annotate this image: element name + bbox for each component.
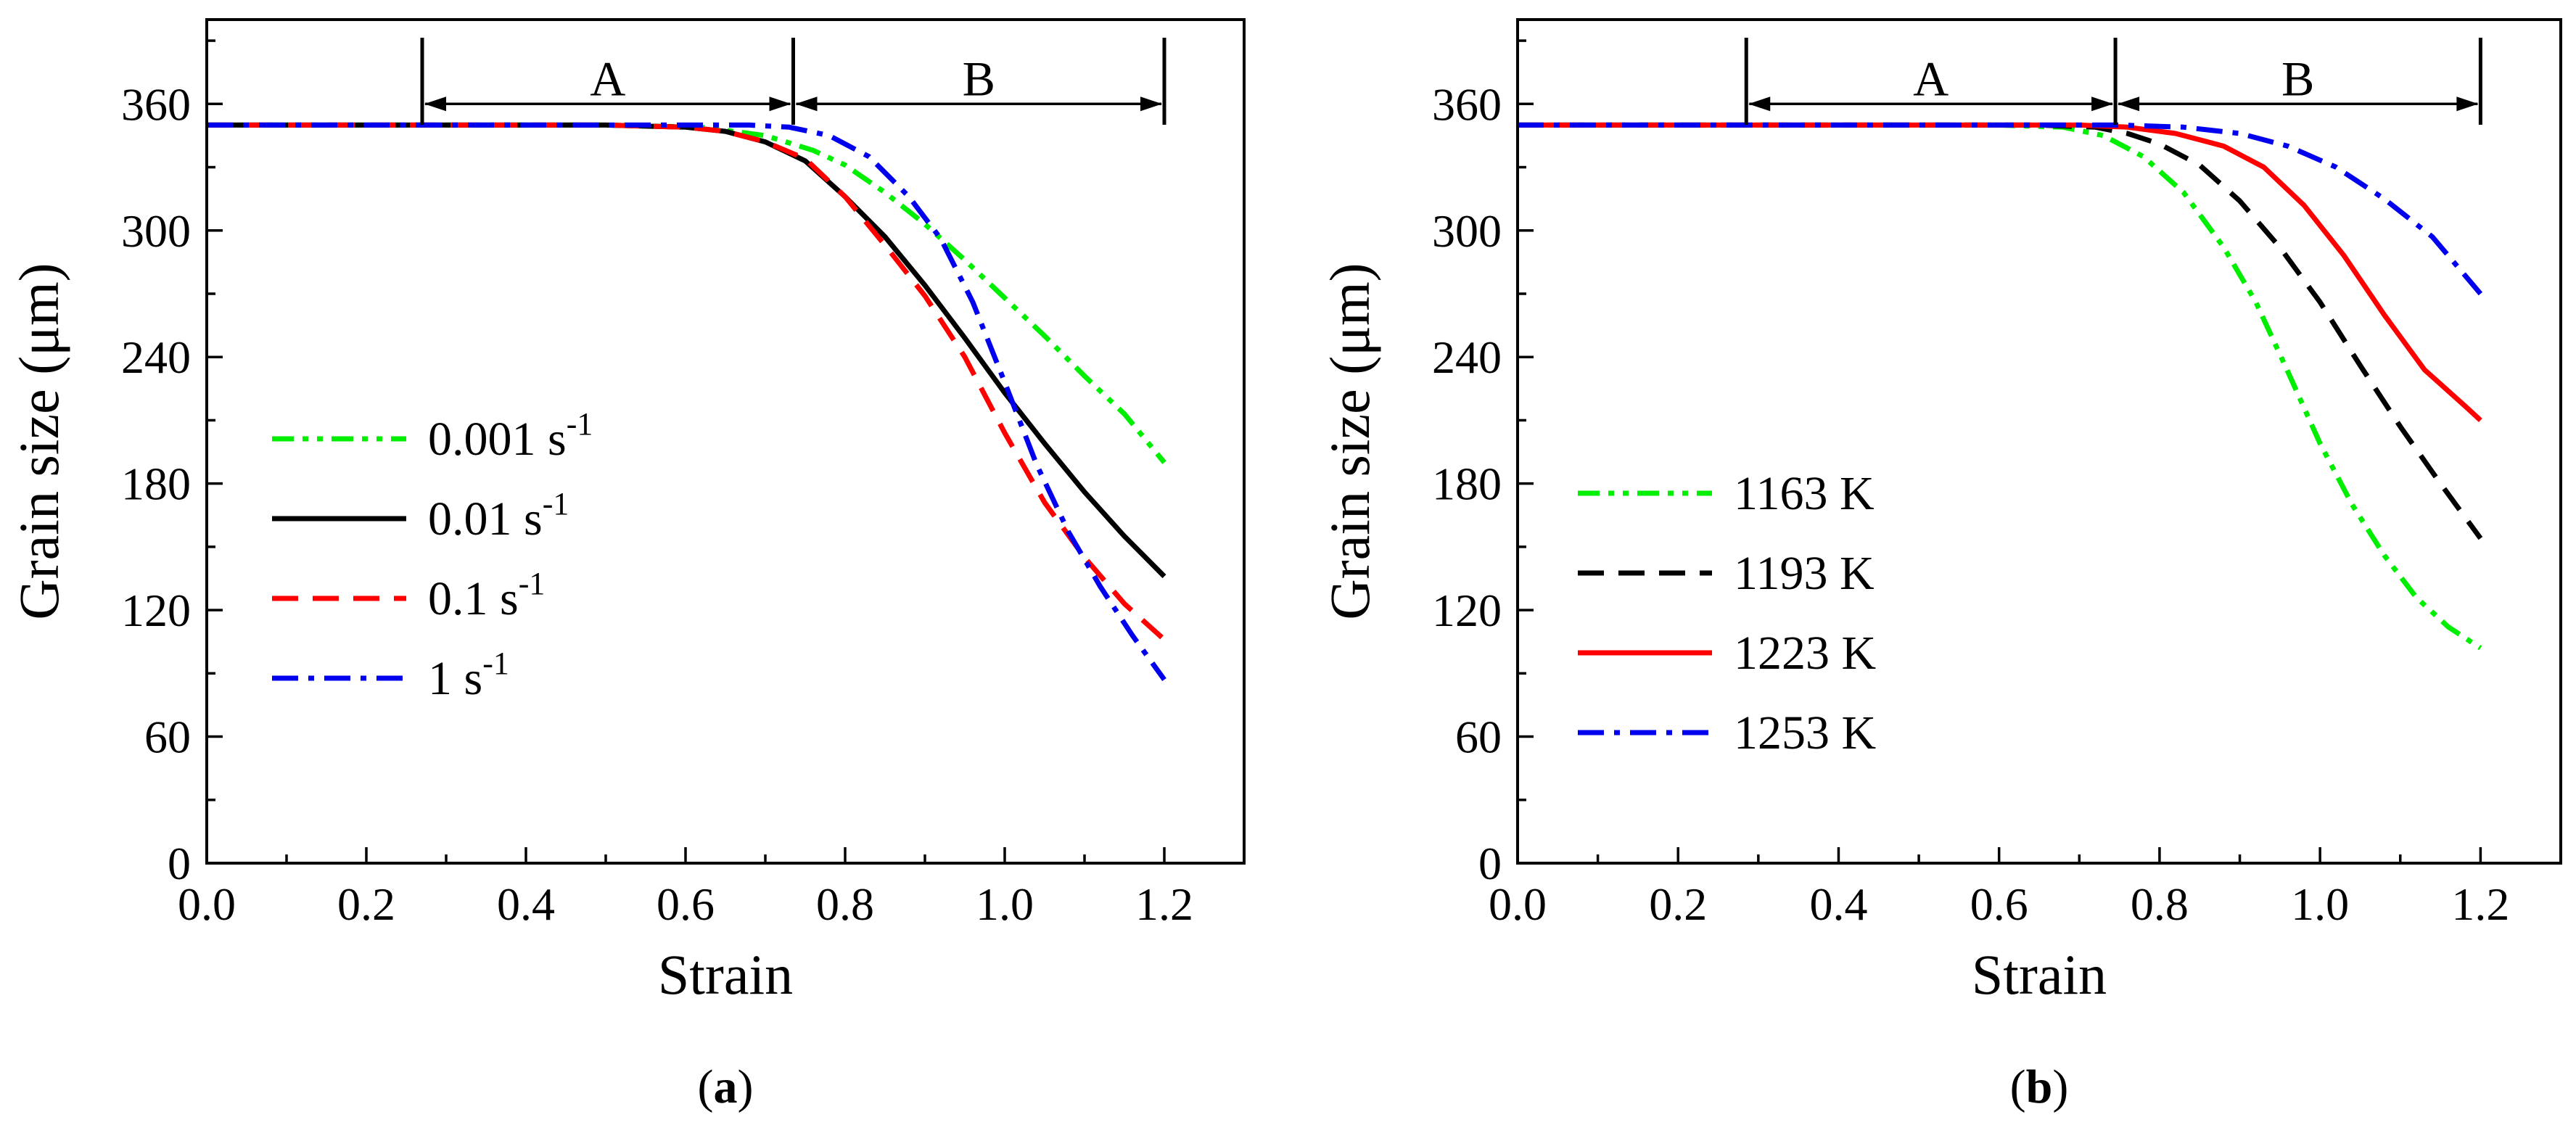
panel-a-y-axis-label: Grain size (μm) (7, 263, 70, 619)
panel-a-series-line-2 (207, 122, 1166, 579)
panel-b-series-line-1 (1518, 122, 2482, 651)
y-tick-label: 120 (1432, 585, 1502, 636)
segment-arrowhead-left (795, 96, 818, 112)
x-tick-label: 1.0 (976, 878, 1034, 930)
legend-label-1: 1163 K (1734, 467, 1875, 520)
legend-label-4: 1 s-1 (428, 646, 509, 705)
panel-a-series-line-4 (207, 122, 1166, 682)
y-tick-label: 180 (121, 458, 191, 510)
legend-label-3: 0.1 s-1 (428, 566, 545, 625)
x-tick-label: 0.4 (1809, 878, 1867, 930)
panel-b-series-line-2 (1518, 122, 2483, 540)
x-tick-label: 0.6 (657, 878, 715, 930)
y-tick-label: 60 (144, 712, 191, 763)
segment-label-a: A (590, 51, 625, 106)
x-tick-label: 0.2 (337, 878, 395, 930)
x-tick-label: 0.6 (1970, 878, 2028, 930)
y-tick-label: 60 (1455, 712, 1502, 763)
x-tick-label: 1.0 (2291, 878, 2349, 930)
y-tick-label: 300 (1432, 205, 1502, 257)
x-tick-label: 0.8 (816, 878, 874, 930)
y-tick-label: 0 (1478, 838, 1502, 889)
x-tick-label: 0.4 (497, 878, 555, 930)
panel-b-series-line-3 (1518, 122, 2482, 422)
panel-a-caption-label: (a) (698, 1060, 754, 1113)
panel-b-plot-frame (1516, 18, 2562, 865)
x-tick-label: 0.2 (1649, 878, 1707, 930)
legend-label-2: 0.01 s-1 (428, 486, 569, 545)
panel-b-x-axis-label: Strain (1972, 943, 2107, 1006)
y-tick-label: 0 (168, 838, 191, 889)
panel-a-series-line-3 (207, 122, 1166, 642)
panel-a-x-axis-label: Strain (658, 943, 793, 1006)
segment-arrowhead-right (1140, 96, 1162, 112)
panel-a: 0.0 0.2 0.4 0.6 0.8 1.0 1.2060120180240300360 … (7, 18, 1246, 1113)
x-tick-label: 0.0 (1489, 878, 1547, 930)
segment-label-a: A (1913, 51, 1949, 106)
y-tick-label: 360 (1432, 78, 1502, 130)
legend-label-4: 1253 K (1734, 706, 1876, 759)
panel-b-series-lines (1518, 122, 2483, 651)
segment-arrowhead-left (424, 96, 446, 112)
segment-arrowhead-left (2118, 96, 2140, 112)
segment-arrowhead-right (769, 96, 791, 112)
y-tick-label: 360 (121, 78, 191, 130)
y-tick-label: 300 (121, 205, 191, 257)
legend-label-3: 1223 K (1734, 627, 1876, 680)
x-tick-label: 1.2 (2451, 878, 2509, 930)
y-tick-label: 180 (1432, 458, 1502, 510)
segment-arrowhead-right (2091, 96, 2114, 112)
panel-b-y-axis-label: Grain size (μm) (1318, 263, 1381, 619)
panel-b-series-line-4 (1518, 122, 2483, 296)
segment-arrowhead-right (2456, 96, 2479, 112)
x-tick-label: 0.0 (178, 878, 236, 930)
panel-a-series-line-1 (207, 122, 1166, 464)
legend-label-1: 0.001 s-1 (428, 406, 593, 466)
panel-a-legend: 0.001 s-1 0.01 s-1 0.1 s-1 1 s-1 (272, 406, 593, 705)
panel-a-plot-frame (205, 18, 1246, 865)
panel-b-ticks: 0.0 0.2 0.4 0.6 0.8 1.0 1.2 0 60 120 180 240 300 360 (1432, 39, 2509, 930)
x-tick-label: 1.2 (1135, 878, 1193, 930)
y-tick-label: 240 (121, 331, 191, 383)
segment-label-b: B (2281, 51, 2314, 106)
segment-arrowhead-left (1748, 96, 1771, 112)
panel-b: 0.0 0.2 0.4 0.6 0.8 1.0 1.2060120180240300360 … (1318, 18, 2562, 1113)
y-tick-label: 120 (121, 585, 191, 636)
panel-b-legend: 1163 K 1193 K 1223 K 1253 K (1578, 467, 1876, 759)
panel-a-ticks: 0.0 0.2 0.4 0.6 0.8 1.0 1.2 0 60 120 180 240 300 360 (121, 39, 1193, 930)
x-tick-label: 0.8 (2131, 878, 2189, 930)
panel-b-caption-label: (b) (2010, 1060, 2069, 1113)
legend-label-2: 1193 K (1734, 547, 1875, 600)
segment-label-b: B (963, 51, 995, 106)
panel-a-series-lines (207, 122, 1166, 682)
y-tick-label: 240 (1432, 331, 1502, 383)
